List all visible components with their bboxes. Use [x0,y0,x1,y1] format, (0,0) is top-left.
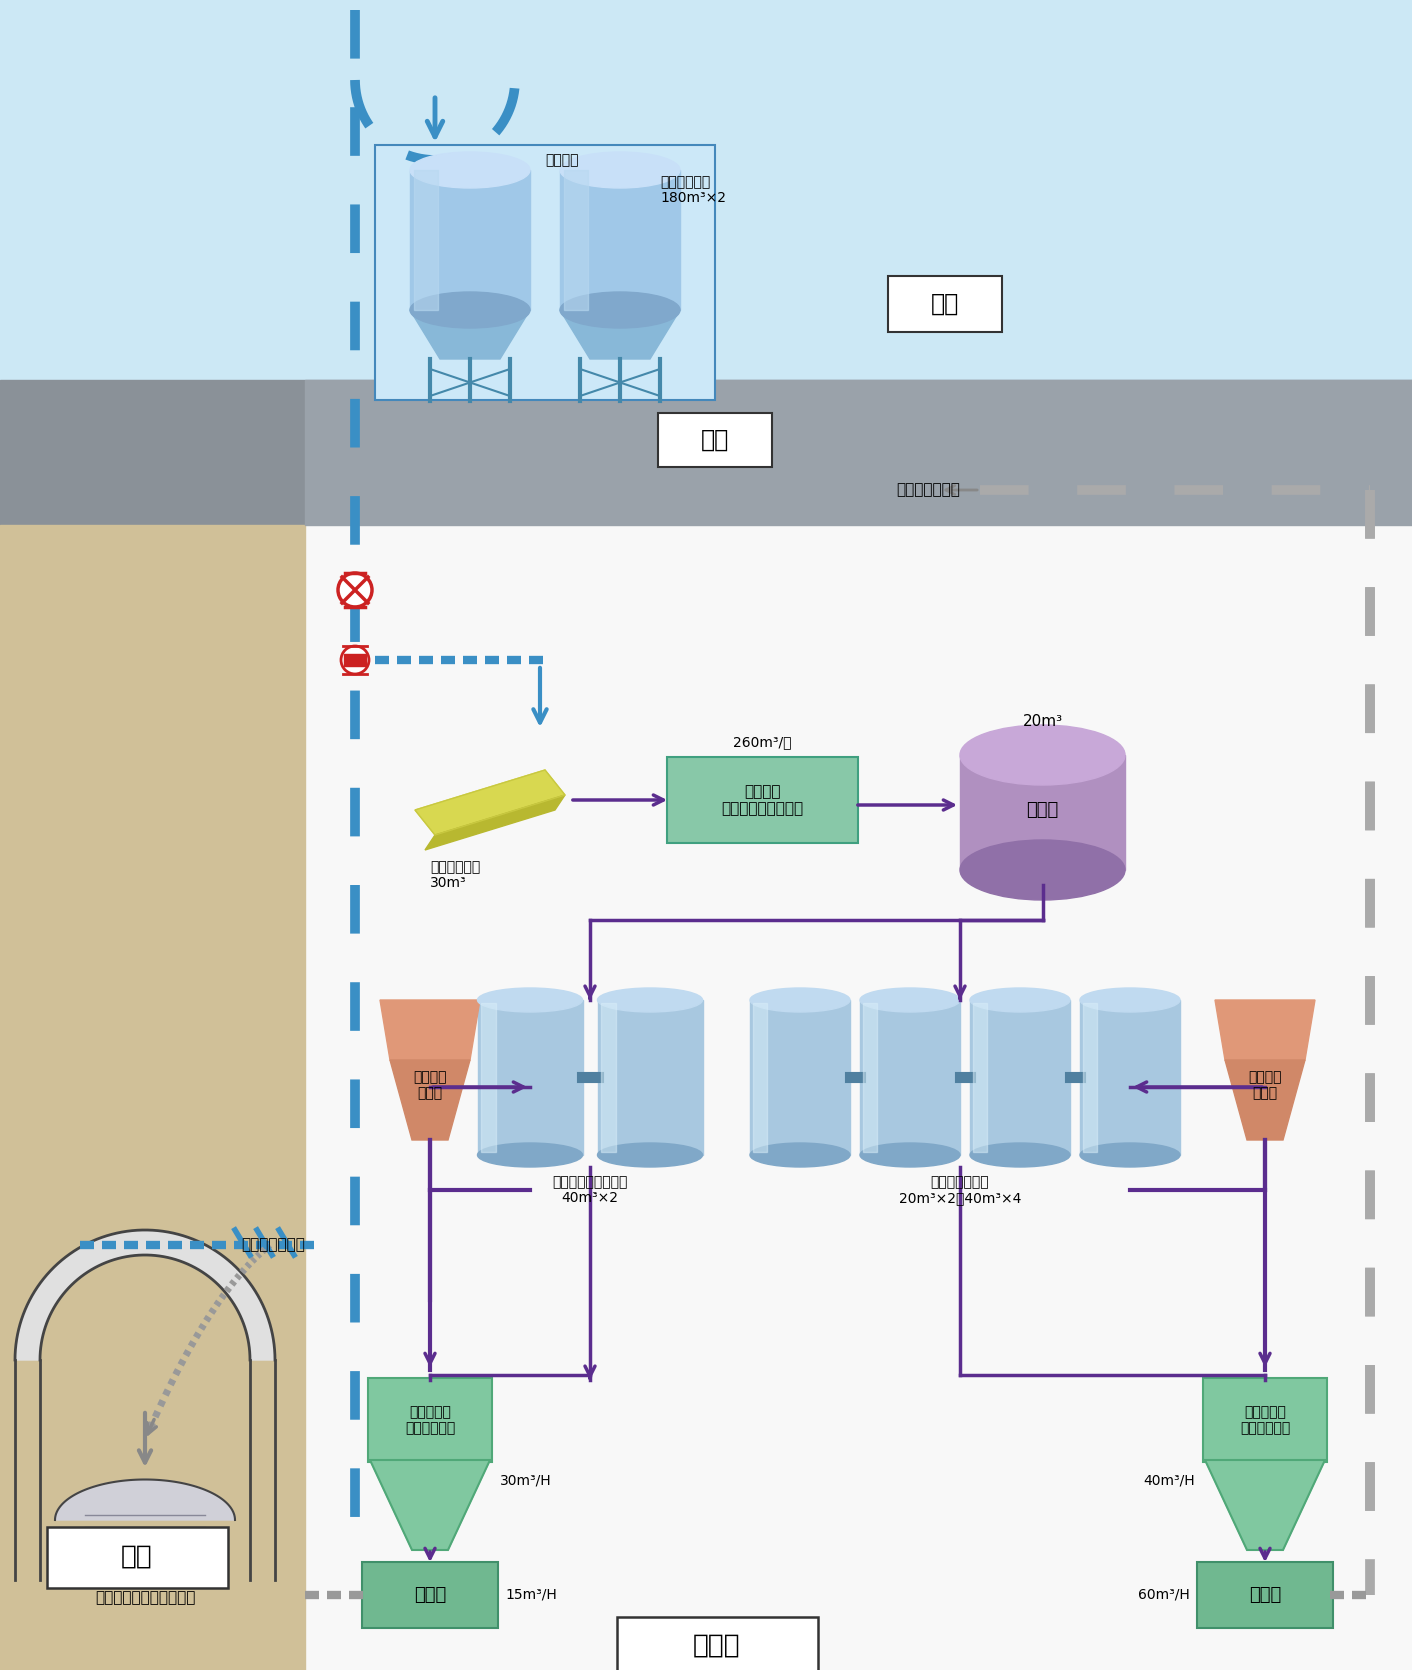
Text: 解泥設備
プロシェアミキサー: 解泥設備 プロシェアミキサー [722,783,803,817]
Polygon shape [380,1000,480,1060]
Ellipse shape [970,1142,1070,1167]
Polygon shape [1204,1460,1324,1550]
Ellipse shape [409,152,530,189]
FancyBboxPatch shape [361,1561,498,1628]
Text: 嵑内: 嵑内 [121,1545,152,1570]
Ellipse shape [597,989,703,1012]
Text: マシンより排土: マシンより排土 [241,1237,305,1252]
Polygon shape [370,1460,490,1550]
FancyBboxPatch shape [369,1378,491,1461]
Bar [1080,1000,1180,1156]
FancyBboxPatch shape [47,1526,227,1588]
Bar [305,381,1412,524]
Text: 260m³/日: 260m³/日 [733,735,792,750]
Ellipse shape [477,989,583,1012]
Bar [750,1000,850,1156]
Ellipse shape [960,725,1125,785]
Bar [0,0,1412,416]
Text: セメント
サイロ: セメント サイロ [414,1070,446,1101]
Bar [479,1000,583,1156]
Bar [376,145,714,401]
Polygon shape [55,1480,234,1520]
Bar [1083,1004,1097,1152]
Text: 構築内: 構築内 [693,1633,741,1658]
Polygon shape [561,311,681,359]
Bar [599,1000,703,1156]
Text: 15m³/H: 15m³/H [505,1588,556,1602]
Bar [960,755,1125,870]
Text: 40m³/H: 40m³/H [1144,1473,1195,1486]
Ellipse shape [561,152,681,189]
Polygon shape [425,795,565,850]
Bar [305,524,1412,1670]
Bar [481,1004,496,1152]
Bar [0,416,1412,1670]
Text: 受けホッパー
30m³: 受けホッパー 30m³ [431,860,480,890]
Text: セメント
サイロ: セメント サイロ [1248,1070,1282,1101]
Ellipse shape [860,989,960,1012]
Bar [414,170,438,311]
Text: ポンプ: ポンプ [414,1586,446,1603]
Ellipse shape [1080,989,1180,1012]
FancyBboxPatch shape [1197,1561,1333,1628]
Polygon shape [1214,1000,1315,1060]
Polygon shape [1226,1060,1305,1141]
Bar [602,1004,616,1152]
Text: スパイラル
ビンミキサー: スパイラル ビンミキサー [405,1404,455,1435]
Ellipse shape [477,1142,583,1167]
Polygon shape [390,1060,470,1141]
Text: 流動物用貯泥槽
20m³×2，40m³×4: 流動物用貯泥槽 20m³×2，40m³×4 [899,1176,1021,1206]
Ellipse shape [750,989,850,1012]
FancyBboxPatch shape [617,1617,818,1670]
Bar [561,170,681,311]
Circle shape [342,646,369,675]
Text: インバート用貯泥槽
40m³×2: インバート用貯泥槽 40m³×2 [552,1176,628,1206]
Text: スパイラル
ビンミキサー: スパイラル ビンミキサー [1240,1404,1291,1435]
Text: 路上: 路上 [931,292,959,316]
Bar [753,1004,767,1152]
Text: インバートコンクリート: インバートコンクリート [95,1590,195,1605]
Ellipse shape [597,1142,703,1167]
Polygon shape [409,311,530,359]
Bar [863,1004,877,1152]
Bar [0,416,305,1314]
Ellipse shape [750,1142,850,1167]
FancyBboxPatch shape [658,412,772,468]
Ellipse shape [1080,1142,1180,1167]
Text: 上床: 上床 [700,428,729,453]
FancyBboxPatch shape [1203,1378,1327,1461]
Bar [0,524,305,1670]
Ellipse shape [960,840,1125,900]
Text: 土砂ホッパー
180m³×2: 土砂ホッパー 180m³×2 [659,175,726,205]
Bar [409,170,530,311]
Bar [970,1000,1070,1156]
Text: 防音建屋: 防音建屋 [545,154,579,167]
Ellipse shape [409,292,530,327]
Bar [973,1004,987,1152]
Ellipse shape [561,292,681,327]
FancyBboxPatch shape [888,276,1003,332]
Ellipse shape [970,989,1070,1012]
Text: 20m³: 20m³ [1022,715,1063,730]
Bar [563,170,587,311]
Bar [0,381,1412,529]
Polygon shape [415,770,565,835]
Text: 流動化埋戻し土: 流動化埋戻し土 [897,483,960,498]
Polygon shape [16,1231,275,1359]
Text: 60m³/H: 60m³/H [1138,1588,1190,1602]
Text: ポンプ: ポンプ [1248,1586,1281,1603]
FancyBboxPatch shape [666,757,858,843]
Text: 調整槽: 調整槽 [1027,802,1059,818]
Ellipse shape [860,1142,960,1167]
Polygon shape [345,655,366,666]
Bar [0,416,305,1246]
Bar [860,1000,960,1156]
Text: 30m³/H: 30m³/H [500,1473,552,1486]
Circle shape [337,573,371,606]
